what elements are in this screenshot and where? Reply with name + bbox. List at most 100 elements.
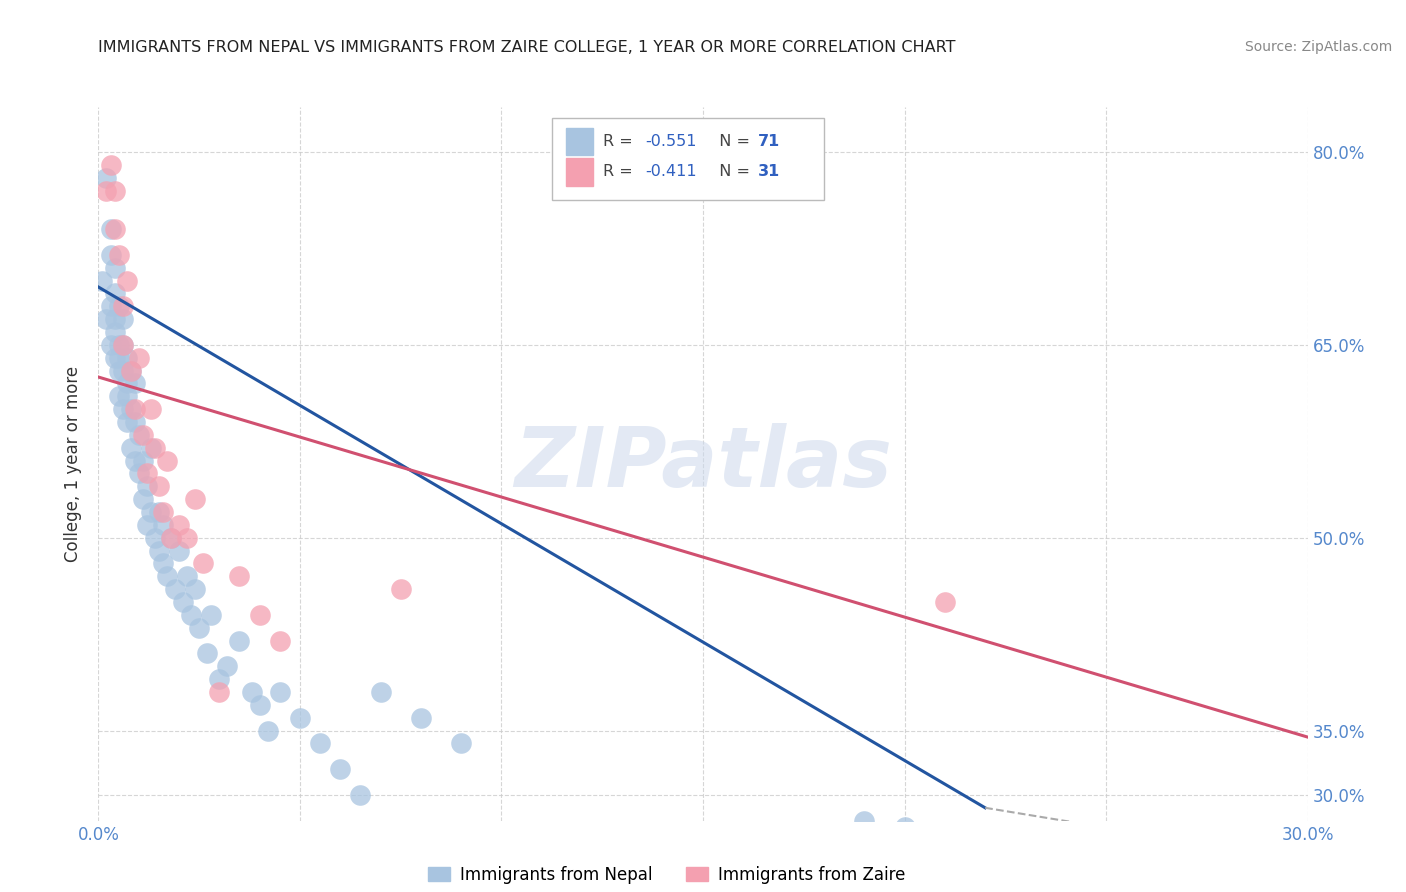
Point (120, 363, 142, 377)
Point (172, 595, 194, 609)
Point (450, 737, 472, 751)
Point (111, 402, 134, 417)
Point (409, 711, 432, 725)
Text: ZIPatlas: ZIPatlas (515, 424, 891, 504)
Point (103, 351, 125, 365)
Point (143, 531, 166, 545)
Point (107, 248, 129, 262)
Point (100, 299, 122, 313)
Point (107, 351, 129, 365)
Point (309, 737, 332, 751)
Point (139, 441, 162, 455)
Point (148, 543, 170, 558)
Point (132, 453, 155, 467)
Point (120, 402, 142, 417)
Point (103, 325, 125, 339)
Point (132, 428, 155, 442)
Point (120, 441, 142, 455)
Point (200, 607, 222, 622)
Point (128, 351, 150, 365)
Point (193, 557, 215, 571)
Point (176, 531, 198, 545)
Point (152, 557, 174, 571)
Point (96, 312, 118, 326)
FancyBboxPatch shape (567, 128, 593, 155)
Point (103, 286, 125, 301)
Point (269, 685, 291, 699)
Point (256, 723, 278, 738)
Point (249, 607, 271, 622)
Point (128, 467, 150, 481)
Point (152, 505, 174, 519)
Point (128, 428, 150, 442)
Text: R =: R = (603, 164, 637, 179)
Point (370, 685, 392, 699)
Point (139, 505, 162, 519)
Text: 31: 31 (758, 164, 780, 179)
Point (115, 415, 138, 429)
Point (111, 363, 134, 377)
Point (135, 467, 157, 481)
Point (240, 685, 263, 699)
Point (195, 647, 218, 661)
Point (103, 312, 125, 326)
Text: -0.411: -0.411 (645, 164, 696, 179)
Point (249, 698, 271, 712)
Point (176, 569, 198, 583)
Point (148, 505, 170, 519)
FancyBboxPatch shape (567, 159, 593, 186)
FancyBboxPatch shape (553, 118, 824, 200)
Point (103, 260, 125, 275)
Text: Source: ZipAtlas.com: Source: ZipAtlas.com (1244, 40, 1392, 54)
Point (160, 531, 183, 545)
Point (115, 274, 138, 288)
Point (152, 517, 174, 532)
Point (111, 338, 134, 352)
Point (132, 492, 155, 507)
Legend: Immigrants from Nepal, Immigrants from Zaire: Immigrants from Nepal, Immigrants from Z… (422, 860, 911, 891)
Point (208, 672, 231, 686)
Text: R =: R = (603, 134, 637, 149)
Point (103, 222, 125, 236)
Point (100, 338, 122, 352)
Point (115, 376, 138, 391)
Point (107, 389, 129, 403)
Point (228, 633, 250, 648)
Point (167, 543, 190, 558)
Point (135, 479, 157, 493)
Point (91, 274, 114, 288)
Point (135, 517, 157, 532)
Point (217, 659, 239, 673)
Point (111, 299, 134, 313)
Point (111, 312, 134, 326)
Point (111, 338, 134, 352)
Point (124, 402, 146, 417)
Point (100, 222, 122, 236)
Point (288, 711, 311, 725)
Text: IMMIGRANTS FROM NEPAL VS IMMIGRANTS FROM ZAIRE COLLEGE, 1 YEAR OR MORE CORRELATI: IMMIGRANTS FROM NEPAL VS IMMIGRANTS FROM… (98, 40, 956, 55)
Point (115, 351, 138, 365)
Point (124, 453, 146, 467)
Point (389, 582, 412, 597)
Text: N =: N = (709, 164, 755, 179)
Point (124, 415, 146, 429)
Point (156, 569, 179, 583)
Text: -0.551: -0.551 (645, 134, 696, 149)
Point (107, 299, 129, 313)
Text: 71: 71 (758, 134, 780, 149)
Point (893, 820, 915, 834)
Point (115, 389, 138, 403)
Point (163, 582, 186, 597)
Point (103, 184, 125, 198)
Point (269, 633, 291, 648)
Point (167, 517, 190, 532)
Point (188, 621, 211, 635)
Y-axis label: College, 1 year or more: College, 1 year or more (65, 366, 83, 562)
Point (143, 441, 166, 455)
Point (184, 582, 207, 597)
Point (107, 363, 129, 377)
Point (208, 685, 231, 699)
Point (156, 453, 179, 467)
Text: N =: N = (709, 134, 755, 149)
Point (853, 814, 876, 828)
